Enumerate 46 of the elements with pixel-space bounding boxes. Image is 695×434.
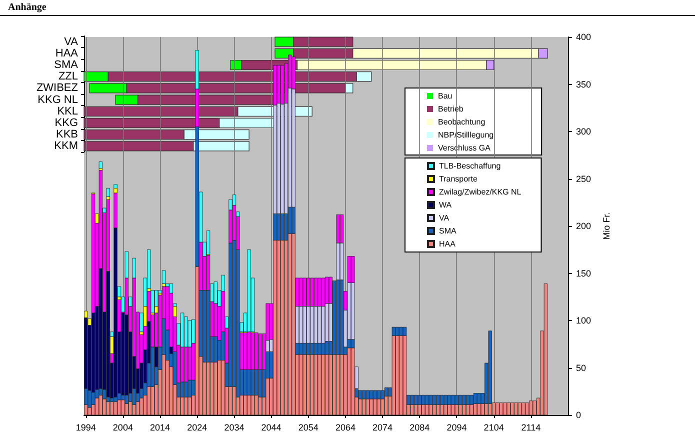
y-tick-label: ZZL bbox=[58, 70, 78, 83]
y-tick-label: 400 bbox=[576, 32, 592, 42]
x-tick-label: 2044 bbox=[261, 422, 282, 432]
x-tick-label: 2024 bbox=[187, 422, 208, 432]
x-tick-label: 2064 bbox=[335, 422, 356, 432]
legend-label: VA bbox=[439, 214, 450, 222]
y-tick-label: ZWIBEZ bbox=[36, 82, 78, 94]
y-tick-label: KKL bbox=[57, 105, 78, 118]
x-tick-label: 2014 bbox=[150, 422, 170, 432]
y-tick-label: 50 bbox=[576, 362, 586, 373]
legend-label: Bau bbox=[438, 92, 452, 100]
legend-label: Beobachtung bbox=[438, 118, 486, 126]
x-tick-label: 2054 bbox=[298, 422, 318, 432]
legend-label: Transporte bbox=[439, 174, 478, 184]
x-tick-label: 2004 bbox=[112, 422, 133, 432]
y-tick-label: 100 bbox=[576, 316, 592, 326]
legend-label: SMA bbox=[439, 226, 457, 236]
y-tick-label: SMA bbox=[54, 59, 79, 71]
y-tick-label: 350 bbox=[576, 79, 592, 90]
x-tick-label: 2094 bbox=[446, 422, 467, 432]
legend-label: TLB-Beschaffung bbox=[439, 162, 501, 170]
x-tick-label: 1994 bbox=[76, 422, 96, 432]
y-axis-title: Mio Fr. bbox=[601, 212, 612, 240]
y-tick-label: KKG bbox=[54, 117, 78, 129]
legend-label: Betrieb bbox=[438, 104, 464, 114]
chart-title: Anhänge bbox=[0, 2, 695, 16]
x-tick-label: 2104 bbox=[484, 422, 504, 432]
x-tick-label: 2114 bbox=[521, 422, 541, 432]
y-tick-label: 150 bbox=[576, 268, 592, 278]
y-tick-label: 300 bbox=[576, 126, 592, 136]
y-tick-label: KKG NL bbox=[38, 94, 78, 106]
legend-label: Verschluss GA bbox=[438, 144, 492, 152]
x-tick-label: 2084 bbox=[410, 422, 430, 432]
y-tick-label: KKM bbox=[54, 140, 78, 152]
y-tick-label: 200 bbox=[576, 221, 592, 231]
x-tick-label: 2034 bbox=[224, 422, 244, 432]
legend-label: WA bbox=[439, 200, 452, 210]
y-tick-label: VA bbox=[64, 36, 79, 48]
legend-label: HAA bbox=[439, 240, 456, 248]
y-tick-label: KKB bbox=[56, 128, 78, 141]
x-tick-label: 2074 bbox=[372, 422, 393, 432]
legend-label: NBP/Stilllegung bbox=[438, 130, 494, 140]
legend-label: Zwilag/Zwibez/KKG NL bbox=[439, 188, 522, 196]
y-tick-label: 0 bbox=[576, 410, 582, 420]
y-tick-label: HAA bbox=[55, 47, 79, 60]
y-tick-label: 250 bbox=[576, 174, 592, 184]
